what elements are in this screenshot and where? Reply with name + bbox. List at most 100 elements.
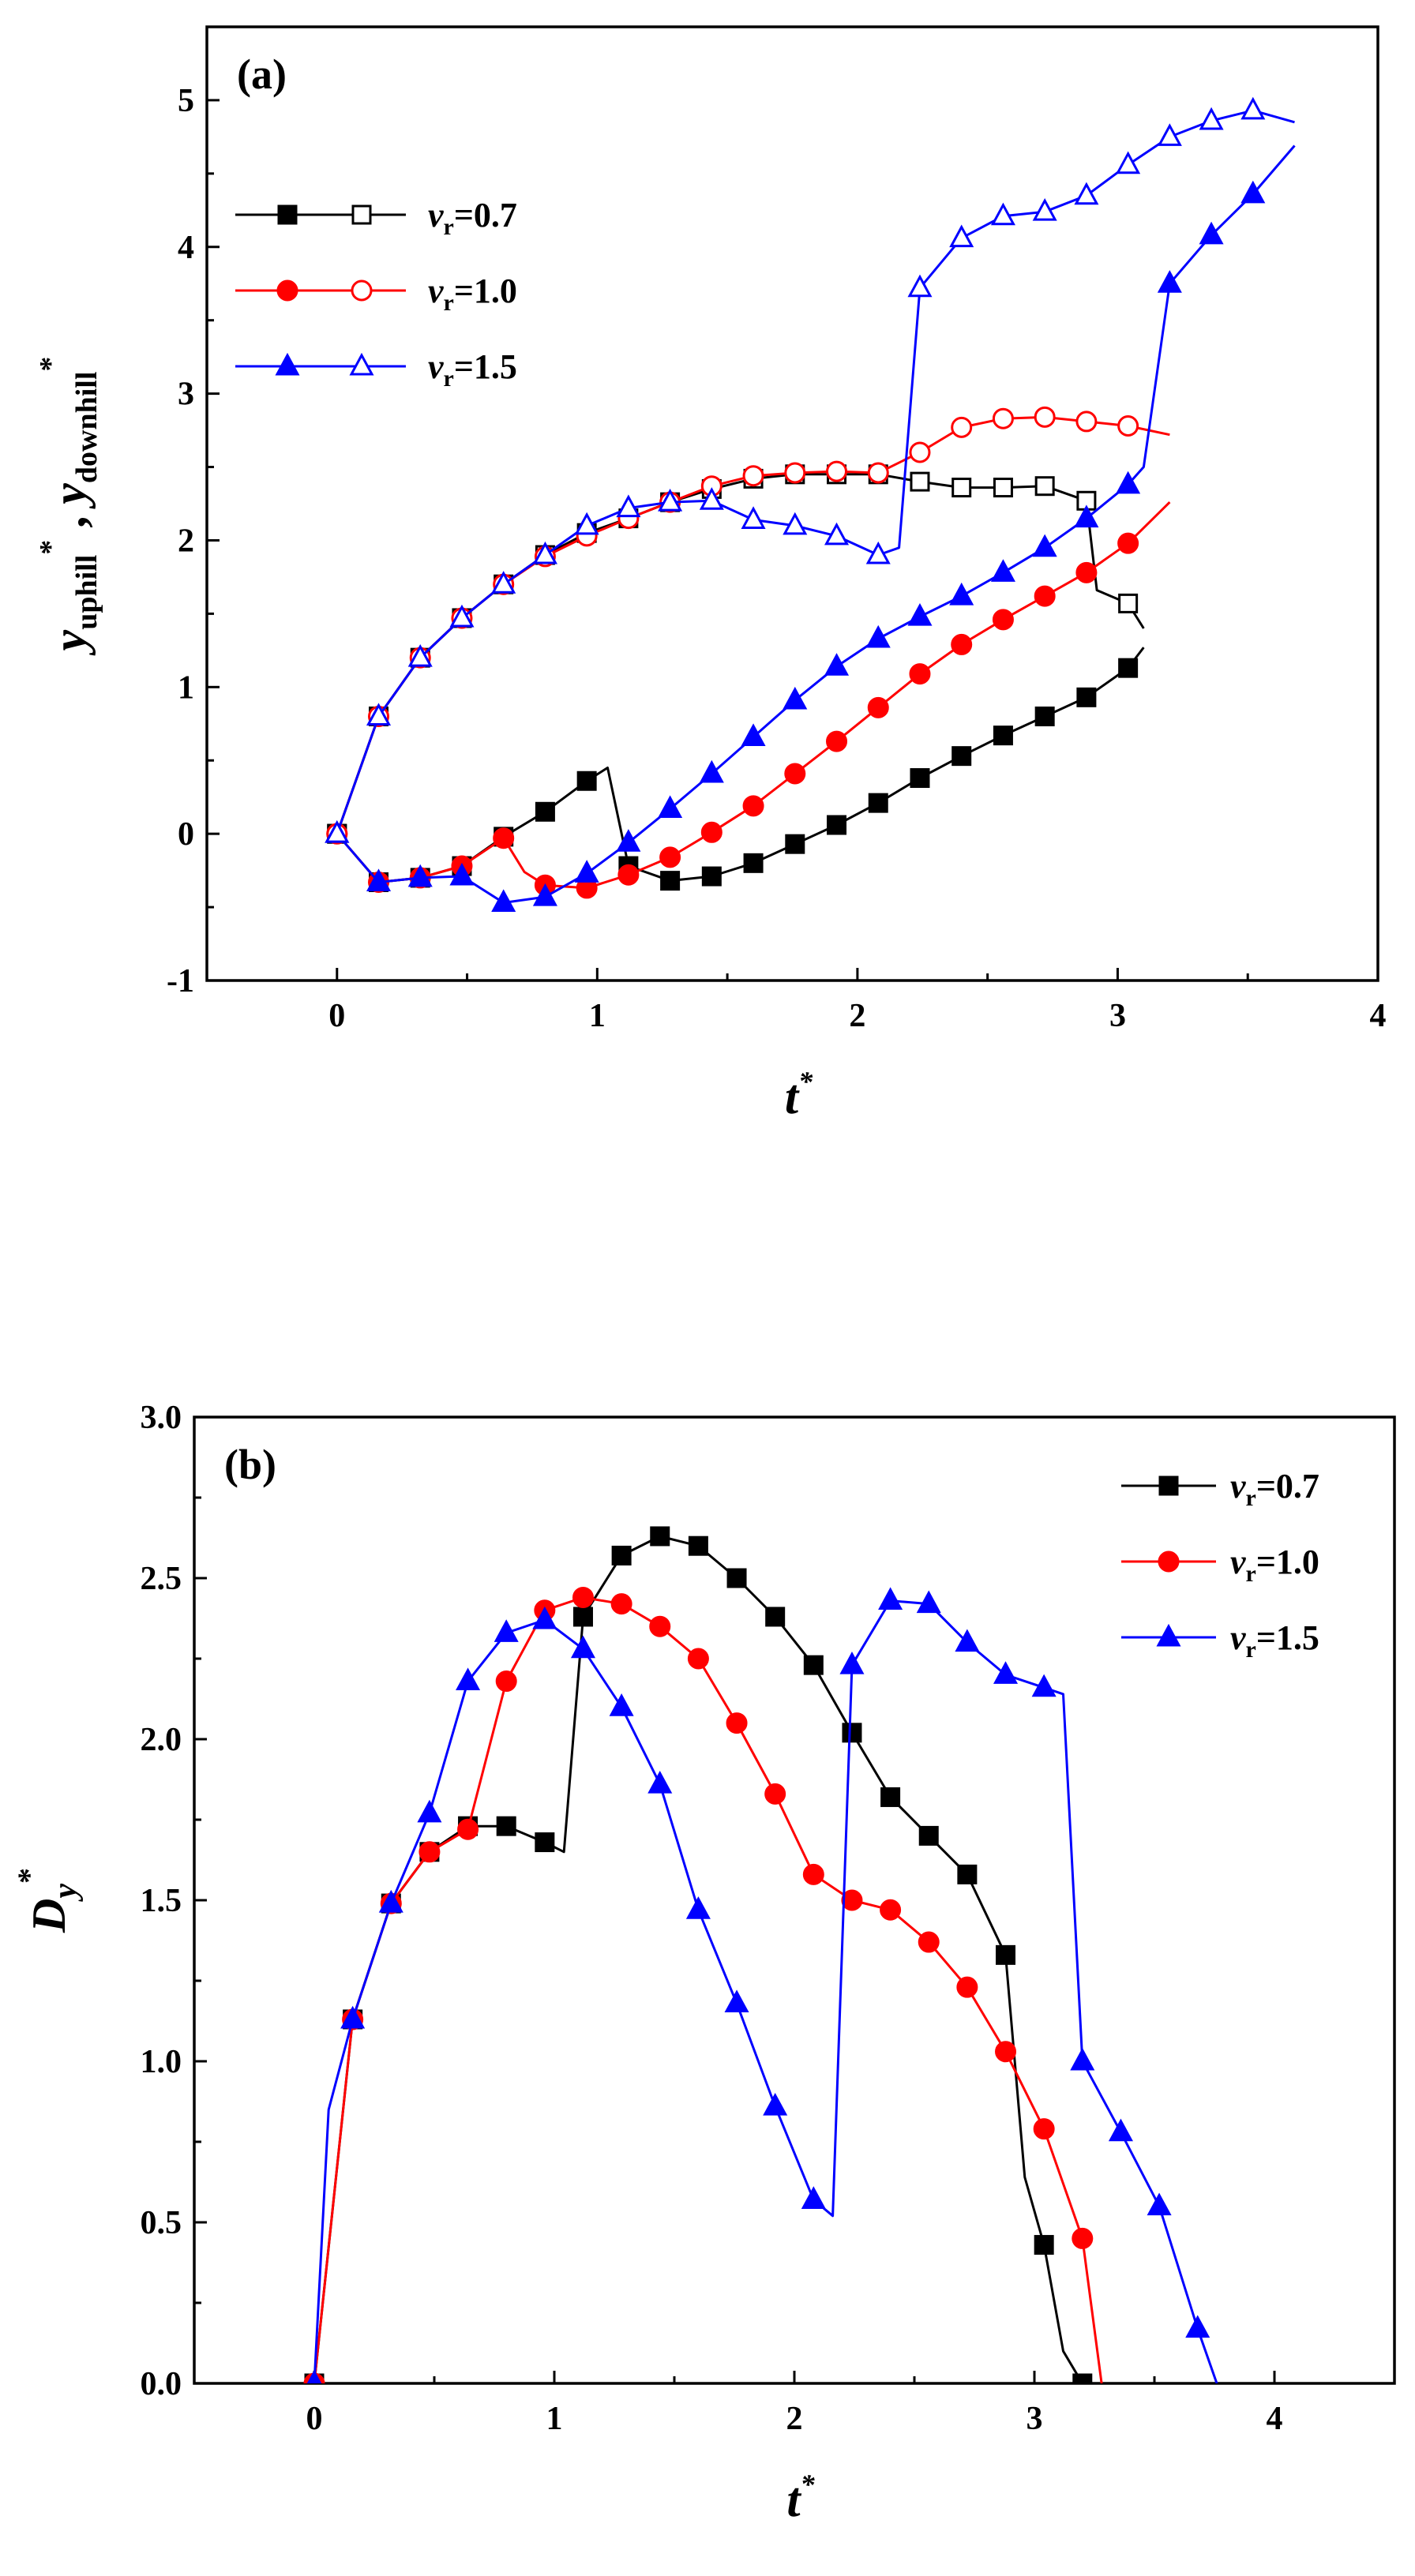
data-point	[407, 864, 433, 887]
legend-label-sub: r	[1246, 1637, 1256, 1663]
data-point	[785, 834, 805, 854]
y-tick-label: 2	[178, 523, 194, 559]
legend-label-value: =1.0	[1256, 1543, 1319, 1581]
y-tick-label: 3	[178, 377, 194, 413]
data-point	[1157, 123, 1182, 146]
data-point	[449, 604, 475, 628]
data-point	[742, 465, 764, 487]
data-point	[456, 1667, 481, 1691]
y-tick-label: 1.0	[141, 2044, 182, 2080]
data-point	[494, 1619, 519, 1642]
y-axis-label-sub-2: downhill	[70, 372, 103, 484]
data-point	[918, 1825, 939, 1846]
data-point	[996, 1944, 1016, 1965]
data-point	[647, 1770, 673, 1794]
x-axis-ticks: 0 1 2 3 4	[306, 2371, 1283, 2437]
data-point	[992, 609, 1014, 631]
data-point	[993, 478, 1013, 498]
data-point	[570, 1635, 595, 1659]
data-point	[325, 820, 350, 843]
data-point	[955, 1629, 980, 1652]
data-point	[699, 759, 724, 783]
y-tick-label: 0.0	[141, 2366, 182, 2402]
series-line-uphill	[336, 501, 1171, 890]
legend-label-value: =0.7	[1256, 1467, 1319, 1505]
data-point	[949, 224, 974, 248]
data-point	[1240, 96, 1266, 120]
data-point	[742, 795, 764, 817]
data-point	[700, 821, 723, 843]
data-point	[1116, 151, 1141, 174]
legend-label: vr=1.0	[1230, 1543, 1319, 1587]
data-point	[910, 471, 930, 492]
x-tick-label: 2	[849, 998, 865, 1034]
data-point	[660, 871, 681, 891]
y-axis-label: yuphill* , ydownhill*	[34, 357, 103, 656]
data-point	[951, 746, 972, 767]
x-axis-label-sup: *	[801, 2469, 816, 2500]
data-point	[1118, 658, 1139, 678]
data-point	[407, 643, 433, 667]
data-point	[650, 1526, 670, 1547]
data-point	[910, 768, 930, 789]
legend-label: vr=0.7	[1230, 1467, 1319, 1511]
legend-label-value: =1.5	[454, 347, 517, 386]
data-point	[801, 2186, 826, 2209]
y-tick-label: 1.5	[141, 1883, 182, 1919]
data-point	[1117, 532, 1139, 554]
legend-marker-open	[351, 279, 373, 302]
data-point	[868, 793, 888, 813]
legend-marker-open	[351, 204, 372, 225]
y-tick-label: 0	[178, 816, 194, 853]
data-point	[878, 1587, 903, 1610]
data-point	[535, 1832, 555, 1853]
data-point	[867, 696, 889, 718]
y-tick-label: 0.5	[141, 2205, 182, 2241]
y-axis-label-main-2: y	[43, 483, 96, 509]
data-point	[765, 1607, 786, 1627]
data-point	[658, 488, 683, 512]
data-point	[1034, 406, 1056, 428]
legend-label-sub: r	[444, 214, 454, 240]
data-point	[616, 829, 641, 852]
data-point	[993, 1661, 1019, 1684]
data-point	[1199, 221, 1224, 245]
legend-label-var: v	[428, 196, 444, 234]
legend-label-var: v	[428, 347, 444, 386]
data-point	[741, 506, 766, 529]
data-point	[1117, 415, 1139, 437]
data-point	[951, 633, 973, 655]
data-point	[992, 407, 1014, 429]
x-tick-label: 1	[546, 2401, 563, 2437]
y-tick-label: 3.0	[141, 1400, 182, 1436]
data-point	[827, 815, 847, 835]
legend-marker-open	[349, 352, 374, 376]
x-tick-label: 4	[1370, 998, 1387, 1034]
y-axis-label-sup: *	[11, 1868, 47, 1884]
data-point	[784, 763, 806, 785]
series-line-uphill	[336, 144, 1296, 904]
data-point	[802, 1863, 824, 1885]
data-point	[783, 512, 808, 535]
y-axis-label-sub: uphill	[70, 555, 103, 630]
data-point	[1034, 476, 1055, 497]
data-point	[916, 1590, 941, 1614]
legend-label-sub: r	[1246, 1485, 1256, 1511]
data-point	[990, 202, 1015, 226]
data-point	[609, 1693, 634, 1716]
data-point	[995, 2041, 1017, 2063]
data-point	[366, 868, 392, 891]
data-point	[532, 541, 557, 564]
data-point	[909, 441, 931, 463]
data-point	[532, 883, 557, 906]
data-point	[839, 1652, 865, 1674]
data-point	[842, 1723, 862, 1743]
data-point	[576, 771, 597, 791]
data-point	[649, 1615, 671, 1637]
x-tick-label: 0	[328, 998, 345, 1034]
legend-label: vr=1.0	[428, 272, 517, 316]
data-point	[378, 1889, 403, 1913]
data-point	[951, 416, 973, 438]
data-point	[1185, 2315, 1210, 2338]
data-point	[1076, 687, 1097, 707]
